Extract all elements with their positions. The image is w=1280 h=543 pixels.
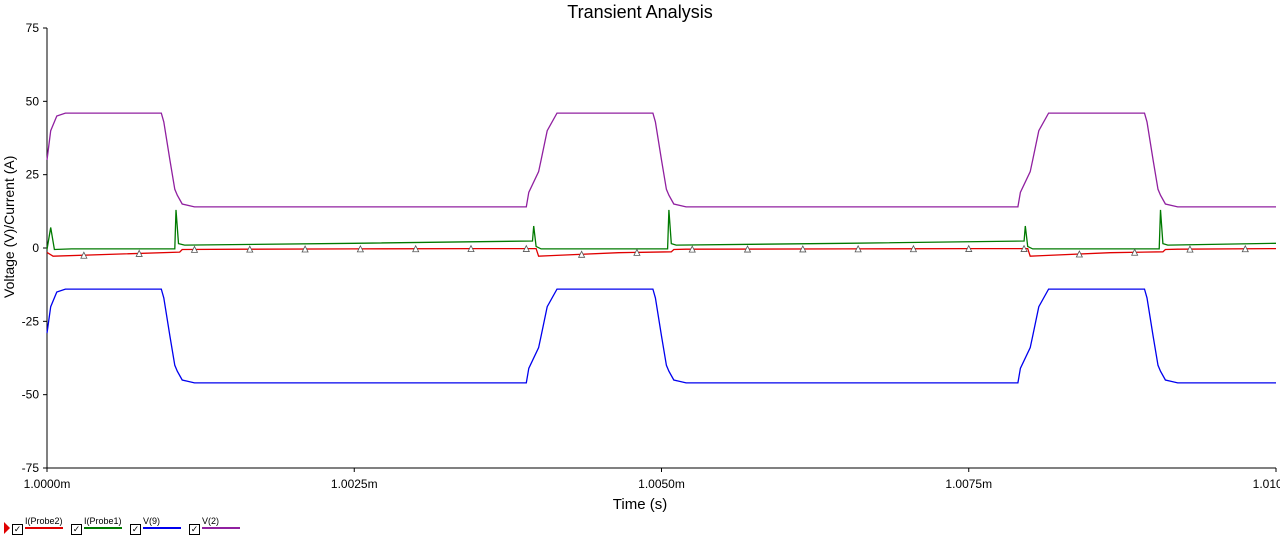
legend-selection-marker-icon (4, 522, 10, 534)
legend-label: V(9) (143, 516, 161, 526)
y-tick-label: 0 (32, 241, 39, 255)
probe-marker-icon (522, 244, 530, 252)
series-line-i-probe2 (46, 247, 1277, 257)
y-tick-label: -75 (22, 461, 40, 475)
legend-label: I(Probe1) (84, 516, 122, 526)
probe-marker-icon (577, 250, 586, 258)
chart-title: Transient Analysis (567, 2, 713, 22)
y-tick-label: -25 (22, 314, 40, 328)
legend-item[interactable]: ✓ I(Probe1) (71, 516, 122, 535)
x-tick-label: 1.0025m (331, 477, 378, 491)
series-line-v-9 (46, 288, 1276, 384)
series-line-v-2 (46, 112, 1276, 208)
probe-marker-icon (190, 245, 199, 253)
probe-marker-icon (909, 244, 918, 253)
probe-marker-icon (743, 245, 752, 253)
probe-marker-icon (1131, 248, 1139, 256)
series-line-i-probe1 (46, 209, 1277, 251)
legend-item[interactable]: ✓ V(2) (189, 516, 240, 535)
legend: ✓ I(Probe2) ✓ I(Probe1) ✓ V(9) ✓ V(2) (12, 516, 248, 540)
probe-marker-icon (80, 251, 88, 259)
legend-checkbox-icon[interactable]: ✓ (12, 524, 23, 535)
probe-marker-icon (467, 244, 475, 253)
probe-marker-icon (356, 244, 365, 253)
probe-marker-icon (301, 245, 309, 253)
probe-marker-icon (854, 244, 862, 253)
probe-marker-icon (688, 245, 696, 253)
legend-checkbox-icon[interactable]: ✓ (71, 524, 82, 535)
legend-item[interactable]: ✓ I(Probe2) (12, 516, 63, 535)
probe-marker-icon (799, 245, 807, 253)
legend-label: V(2) (202, 516, 220, 526)
x-tick-label: 1.0050m (638, 477, 685, 491)
legend-swatch (25, 527, 63, 529)
probe-marker-icon (246, 245, 254, 253)
y-tick-label: 75 (26, 21, 40, 35)
legend-swatch (143, 527, 181, 529)
probe-marker-icon (1020, 244, 1028, 252)
legend-checkbox-icon[interactable]: ✓ (130, 524, 141, 535)
legend-item[interactable]: ✓ V(9) (130, 516, 181, 535)
legend-label: I(Probe2) (25, 516, 63, 526)
probe-marker-icon (633, 248, 641, 256)
probe-marker-icon (1241, 244, 1249, 253)
x-tick-label: 1.0000m (24, 477, 71, 491)
legend-swatch (84, 527, 122, 529)
legend-checkbox-icon[interactable]: ✓ (189, 524, 200, 535)
y-tick-label: -50 (22, 388, 40, 402)
y-tick-label: 25 (26, 168, 40, 182)
probe-marker-icon (135, 249, 143, 257)
x-tick-label: 1.0075m (945, 477, 992, 491)
x-axis-label: Time (s) (612, 496, 668, 513)
probe-marker-icon (1186, 245, 1194, 253)
probe-marker-icon (412, 244, 420, 253)
probe-marker-icon (965, 244, 973, 252)
x-tick-label: 1.0100m (1253, 477, 1280, 491)
legend-swatch (202, 527, 240, 529)
probe-marker-icon (1075, 250, 1084, 258)
y-tick-label: 50 (26, 94, 40, 108)
